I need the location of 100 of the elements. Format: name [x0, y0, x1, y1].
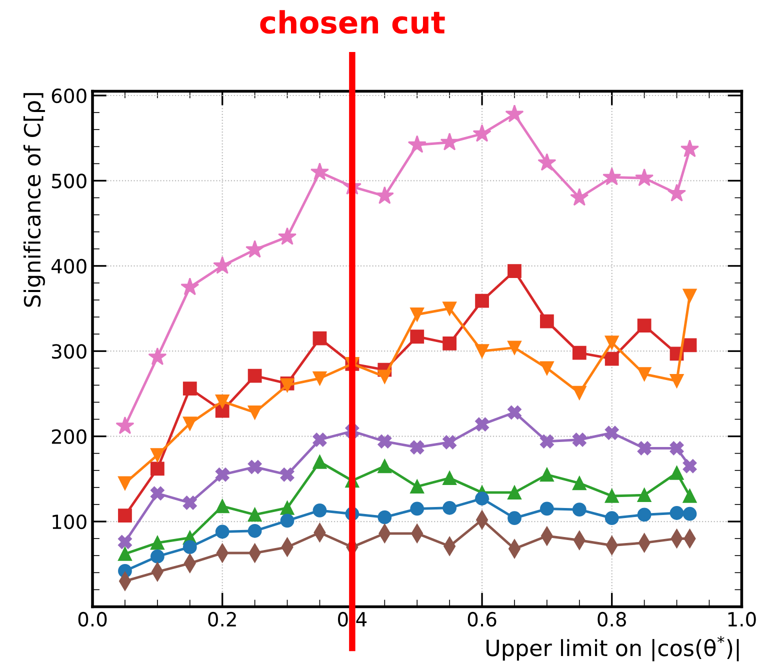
point	[572, 346, 586, 360]
point	[442, 500, 457, 515]
point	[280, 500, 294, 515]
y-tick-label: 300	[52, 344, 86, 359]
y-tick-label: 500	[52, 174, 86, 188]
point	[150, 536, 164, 550]
point	[408, 135, 426, 153]
point	[682, 489, 697, 503]
point	[680, 139, 700, 158]
point	[378, 459, 392, 474]
point	[670, 466, 684, 480]
point	[572, 476, 586, 490]
point	[508, 264, 522, 278]
x-tick-label: 0.8	[598, 612, 626, 627]
point	[602, 168, 622, 186]
y-tick-label: 600	[52, 88, 86, 104]
point	[248, 406, 262, 420]
point	[442, 302, 457, 316]
point	[637, 367, 652, 382]
point	[150, 448, 164, 462]
point	[410, 330, 424, 344]
point	[668, 184, 686, 202]
point	[248, 368, 262, 383]
point	[378, 434, 392, 448]
point	[410, 308, 424, 322]
point	[505, 104, 524, 122]
point	[182, 540, 197, 554]
point	[150, 486, 164, 500]
ref-line-label: chosen cut	[260, 10, 445, 34]
point	[508, 340, 522, 355]
point	[278, 227, 297, 245]
point	[375, 186, 394, 204]
point	[604, 489, 619, 503]
point	[312, 504, 327, 518]
point	[540, 361, 554, 376]
point	[312, 432, 327, 447]
x-tick-label: 0.0	[78, 612, 107, 627]
point	[637, 318, 652, 332]
point	[213, 256, 232, 274]
point	[248, 460, 262, 474]
x-tick-label: 0.2	[208, 612, 236, 627]
point	[572, 386, 586, 400]
point	[118, 476, 132, 490]
point	[508, 486, 522, 500]
point	[682, 459, 697, 474]
point	[637, 441, 652, 456]
point	[116, 416, 134, 434]
point	[378, 370, 392, 384]
point	[604, 352, 619, 366]
point	[475, 417, 489, 432]
x-tick-label: 0.6	[468, 612, 496, 627]
point	[604, 336, 619, 350]
point	[312, 454, 327, 469]
point	[182, 416, 197, 430]
point	[248, 524, 262, 538]
point	[472, 124, 492, 142]
point	[682, 506, 697, 521]
point	[670, 506, 684, 520]
point	[682, 288, 697, 303]
y-tick-label: 400	[51, 258, 86, 274]
y-tick-label: 200	[52, 429, 86, 444]
point	[540, 502, 554, 516]
point	[670, 374, 684, 388]
point	[637, 488, 652, 502]
x-axis-title: Upper limit on |cos(θ$^{*}$)|	[486, 636, 739, 662]
point	[215, 468, 230, 482]
point	[635, 168, 654, 186]
point	[604, 426, 619, 440]
point	[637, 508, 652, 522]
point	[442, 471, 457, 486]
point	[670, 441, 684, 456]
point	[180, 277, 200, 296]
point	[410, 440, 424, 454]
point	[312, 331, 327, 346]
point	[118, 535, 132, 549]
point	[148, 347, 167, 366]
point	[440, 132, 459, 150]
point	[378, 510, 392, 524]
x-tick-label: 1.0	[728, 612, 756, 627]
point	[280, 514, 294, 528]
point	[215, 394, 230, 408]
point	[572, 502, 586, 517]
point	[182, 382, 197, 396]
point	[215, 499, 230, 514]
point	[475, 294, 489, 308]
point	[538, 153, 556, 171]
point	[118, 546, 132, 561]
point	[215, 524, 230, 539]
point	[310, 162, 330, 180]
point	[508, 511, 522, 526]
point	[118, 508, 132, 523]
point	[540, 314, 554, 328]
point	[604, 511, 619, 526]
point	[280, 468, 294, 482]
point	[508, 406, 522, 420]
point	[410, 502, 424, 516]
point	[442, 435, 457, 450]
point	[248, 508, 262, 522]
point	[312, 371, 327, 386]
point	[540, 434, 554, 448]
